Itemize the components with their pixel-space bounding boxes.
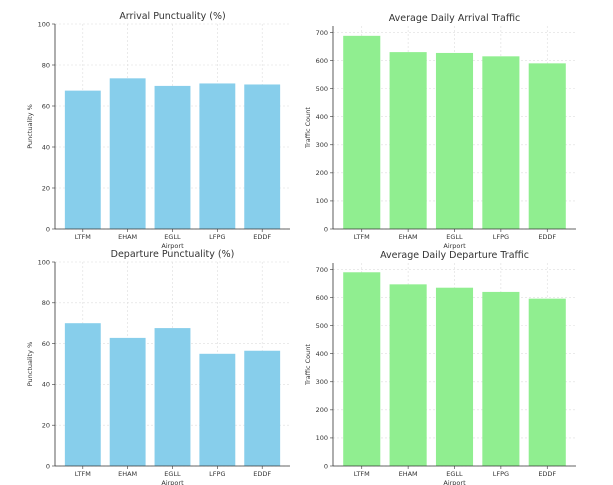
chart-title: Average Daily Arrival Traffic [389, 13, 521, 24]
chart-panel-2: 0 100 200 300 400 500 600 700 LTFM EHAM EGLL LFPG ED… [304, 13, 576, 250]
y-tick-label: 500 [316, 85, 328, 93]
bar-eham [389, 284, 427, 466]
y-tick-label: 0 [46, 225, 50, 233]
x-tick-label: LTFM [354, 470, 370, 478]
bar-lfpg [482, 56, 520, 229]
x-axis-label: Airport [161, 242, 184, 250]
y-tick-label: 200 [316, 169, 328, 177]
y-axis-label: Traffic Count [304, 344, 312, 386]
x-tick-label: LTFM [75, 470, 91, 478]
y-tick-label: 80 [42, 61, 50, 69]
y-tick-label: 300 [316, 378, 328, 386]
x-tick-label: EDDF [253, 233, 271, 241]
y-tick-label: 100 [316, 197, 328, 205]
bar-eham [109, 337, 146, 466]
bar-egll [435, 52, 474, 229]
x-tick-label: EDDF [538, 233, 556, 241]
y-tick-label: 0 [46, 462, 50, 470]
x-tick-label: EHAM [399, 233, 418, 241]
chart-panel-1: 0 20 40 60 80 100 LTFM EHAM EGLL LFPG EDDF Arrival … [26, 11, 290, 250]
bar-eham [389, 52, 427, 230]
bar-ltfm [343, 35, 381, 229]
y-axis-label: Punctuality % [26, 104, 34, 149]
bar-ltfm [343, 272, 381, 466]
y-tick-label: 60 [42, 102, 50, 110]
y-tick-label: 40 [42, 143, 50, 151]
y-tick-label: 20 [42, 422, 50, 430]
x-tick-label: EHAM [118, 470, 137, 478]
bar-lfpg [199, 83, 236, 229]
y-tick-label: 60 [42, 340, 50, 348]
y-tick-label: 80 [42, 299, 50, 307]
x-tick-label: LTFM [75, 233, 91, 241]
y-tick-label: 200 [316, 406, 328, 414]
x-tick-label: EHAM [118, 233, 137, 241]
y-tick-label: 20 [42, 184, 50, 192]
x-tick-label: EGLL [446, 470, 463, 478]
chart-title: Average Daily Departure Traffic [380, 250, 529, 261]
bar-ltfm [64, 323, 101, 466]
x-tick-label: EDDF [538, 470, 556, 478]
chart-title: Arrival Punctuality (%) [119, 11, 225, 22]
x-tick-label: EGLL [446, 233, 463, 241]
x-tick-label: EHAM [399, 470, 418, 478]
y-axis-label: Traffic Count [304, 107, 312, 149]
bar-eddf [528, 298, 566, 466]
bar-eham [109, 78, 146, 229]
x-axis-label: Airport [443, 242, 466, 250]
x-tick-label: EDDF [253, 470, 271, 478]
y-tick-label: 400 [316, 350, 328, 358]
bar-lfpg [199, 353, 236, 466]
y-tick-label: 100 [38, 20, 50, 28]
bar-eddf [528, 63, 566, 229]
x-tick-label: LFPG [209, 233, 225, 241]
bar-egll [435, 287, 474, 466]
x-tick-label: EGLL [164, 233, 181, 241]
x-tick-label: EGLL [164, 470, 181, 478]
x-axis-label: Airport [161, 479, 184, 485]
y-tick-label: 600 [316, 294, 328, 302]
y-tick-label: 400 [316, 113, 328, 121]
chart-title: Departure Punctuality (%) [111, 249, 235, 260]
chart-panel-3: 0 20 40 60 80 100 LTFM EHAM EGLL LFPG EDDF Departur… [26, 249, 290, 485]
y-tick-label: 700 [316, 29, 328, 37]
bar-eddf [244, 84, 281, 229]
bar-ltfm [64, 90, 101, 229]
bar-eddf [244, 350, 281, 466]
y-tick-label: 600 [316, 57, 328, 65]
y-axis-label: Punctuality % [26, 342, 34, 387]
bar-egll [154, 85, 191, 229]
y-tick-label: 700 [316, 266, 328, 274]
x-tick-label: LTFM [354, 233, 370, 241]
chart-panel-4: 0 100 200 300 400 500 600 700 LTFM EHAM EGLL LFPG ED… [304, 250, 576, 485]
y-tick-label: 100 [38, 258, 50, 266]
y-tick-label: 300 [316, 141, 328, 149]
x-axis-label: Airport [443, 479, 466, 485]
y-tick-label: 500 [316, 322, 328, 330]
x-tick-label: LFPG [493, 470, 509, 478]
x-tick-label: LFPG [493, 233, 509, 241]
y-tick-label: 40 [42, 381, 50, 389]
y-tick-label: 100 [316, 434, 328, 442]
y-tick-label: 0 [324, 462, 328, 470]
bar-lfpg [482, 291, 520, 466]
x-tick-label: LFPG [209, 470, 225, 478]
bar-egll [154, 328, 191, 466]
y-tick-label: 0 [324, 225, 328, 233]
